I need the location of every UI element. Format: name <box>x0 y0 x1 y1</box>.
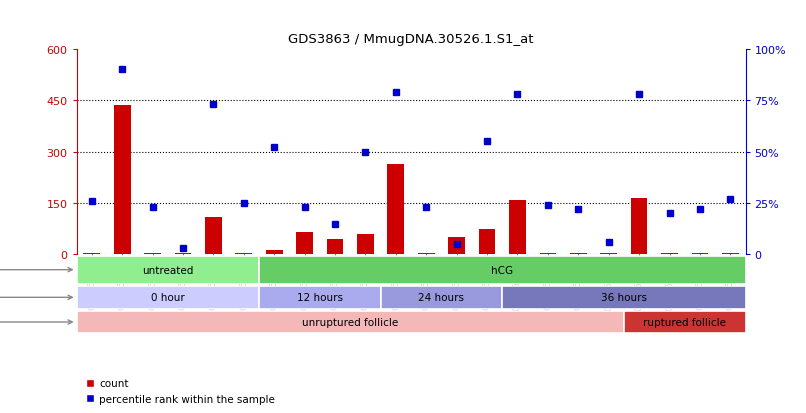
Bar <box>259 256 746 284</box>
Bar <box>175 253 191 255</box>
Bar <box>479 229 496 255</box>
Bar <box>418 253 434 255</box>
Bar <box>266 251 283 255</box>
Bar <box>570 253 587 255</box>
Text: 36 hours: 36 hours <box>601 292 647 303</box>
Bar <box>722 253 739 255</box>
Bar <box>235 254 252 255</box>
Bar <box>661 253 678 255</box>
Bar <box>77 311 624 334</box>
Bar <box>502 286 746 309</box>
Text: unruptured follicle: unruptured follicle <box>302 317 398 327</box>
Bar <box>357 234 374 255</box>
Bar <box>205 217 222 255</box>
Text: ruptured follicle: ruptured follicle <box>643 317 726 327</box>
Text: untreated: untreated <box>142 265 193 275</box>
Bar <box>388 164 405 255</box>
Text: development stage: development stage <box>0 317 73 327</box>
Bar <box>631 198 647 255</box>
Bar <box>600 253 617 255</box>
Bar <box>326 240 343 255</box>
Bar <box>692 253 708 255</box>
Bar <box>380 286 502 309</box>
Bar <box>539 253 556 255</box>
Bar <box>624 311 746 334</box>
Bar <box>509 201 526 255</box>
Bar <box>448 238 465 255</box>
Text: 0 hour: 0 hour <box>151 292 185 303</box>
Text: agent: agent <box>0 265 73 275</box>
Bar <box>259 286 380 309</box>
Bar <box>77 256 259 284</box>
Bar <box>77 286 259 309</box>
Bar <box>114 106 131 255</box>
Title: GDS3863 / MmugDNA.30526.1.S1_at: GDS3863 / MmugDNA.30526.1.S1_at <box>289 33 534 45</box>
Text: time: time <box>0 292 73 303</box>
Bar <box>83 253 100 255</box>
Bar <box>144 254 161 255</box>
Bar <box>297 233 313 255</box>
Text: hCG: hCG <box>491 265 513 275</box>
Text: 24 hours: 24 hours <box>418 292 464 303</box>
Text: 12 hours: 12 hours <box>297 292 343 303</box>
Legend: count, percentile rank within the sample: count, percentile rank within the sample <box>81 374 280 408</box>
